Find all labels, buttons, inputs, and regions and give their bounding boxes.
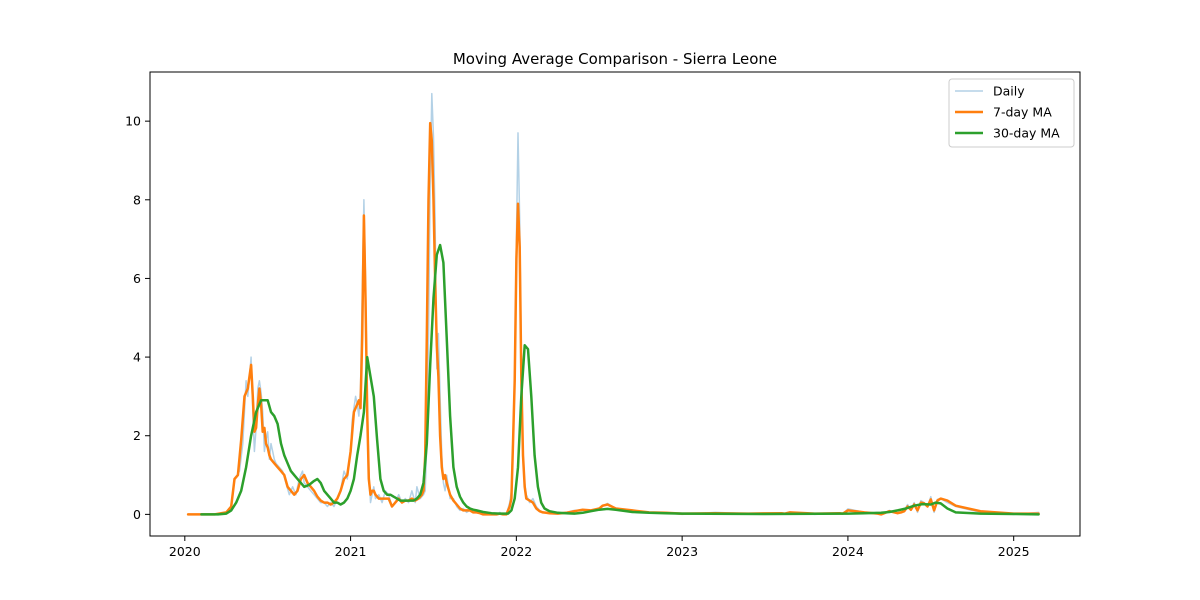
- legend-label: 30-day MA: [993, 126, 1060, 141]
- y-axis: 0 2 4 6 8 10: [125, 114, 150, 522]
- series-layer: [186, 92, 1040, 516]
- x-tick-label: 2024: [832, 544, 864, 559]
- y-tick-label: 6: [133, 271, 141, 286]
- x-axis: 2020 2021 2022 2023 2024 2025: [169, 536, 1030, 559]
- x-tick-label: 2021: [335, 544, 367, 559]
- legend-label: Daily: [993, 84, 1025, 99]
- x-tick-label: 2020: [169, 544, 201, 559]
- y-tick-label: 2: [133, 428, 141, 443]
- y-tick-label: 8: [133, 192, 141, 207]
- legend-label: 7-day MA: [993, 105, 1052, 120]
- y-tick-label: 10: [125, 114, 141, 129]
- x-tick-label: 2022: [500, 544, 532, 559]
- x-tick-label: 2025: [998, 544, 1030, 559]
- y-tick-label: 4: [133, 350, 141, 365]
- x-tick-label: 2023: [666, 544, 698, 559]
- series-line-30-day-ma: [200, 243, 1040, 516]
- chart-title: Moving Average Comparison - Sierra Leone: [453, 50, 777, 68]
- legend: Daily 7-day MA 30-day MA: [948, 78, 1075, 148]
- plot-frame: [149, 71, 1081, 537]
- legend-box: [948, 78, 1075, 148]
- y-tick-label: 0: [133, 507, 141, 522]
